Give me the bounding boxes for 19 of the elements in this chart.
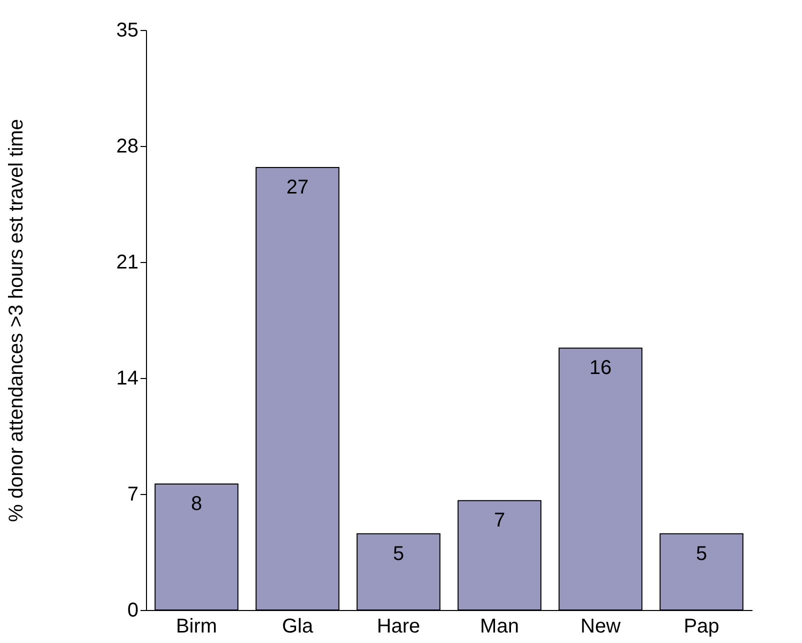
y-tick-label: 21 <box>116 252 138 274</box>
x-tick-label: Man <box>480 616 519 638</box>
x-tick-label: Gla <box>282 616 314 638</box>
x-tick-label: Hare <box>376 616 420 638</box>
data-label: 16 <box>589 357 612 380</box>
data-label: 5 <box>696 542 708 565</box>
y-tick-label: 35 <box>116 20 138 42</box>
data-label: 7 <box>494 510 506 532</box>
y-tick-label: 14 <box>116 368 138 390</box>
y-tick-label: 7 <box>127 484 138 506</box>
data-label: 27 <box>286 176 309 199</box>
data-label: 8 <box>190 493 202 516</box>
x-tick-label: Pap <box>684 616 720 638</box>
y-tick-label: 28 <box>116 136 138 158</box>
y-axis-title: % donor attendances >3 hours est travel time <box>5 118 28 522</box>
y-tick-label: 0 <box>127 600 138 622</box>
x-tick-label: Birm <box>176 616 218 638</box>
data-label: 5 <box>392 542 404 565</box>
x-tick-label: New <box>580 616 622 638</box>
